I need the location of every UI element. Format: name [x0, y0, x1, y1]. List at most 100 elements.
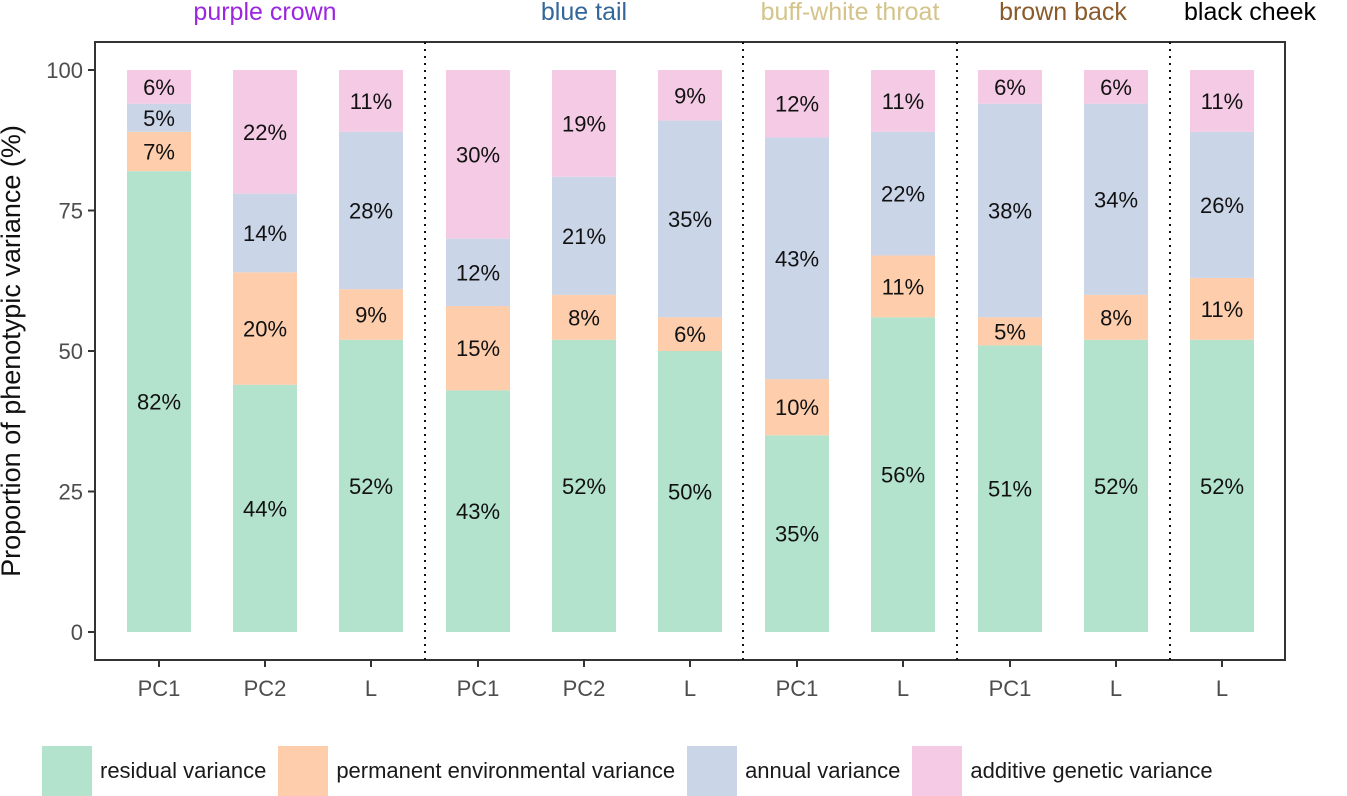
- group-header: brown back: [999, 0, 1127, 26]
- legend-item: permanent environmental variance: [278, 746, 675, 796]
- data-label: 56%: [881, 463, 925, 488]
- x-tick-label: PC1: [138, 676, 181, 701]
- legend: residual variance permanent environmental…: [42, 746, 1225, 796]
- data-label: 43%: [775, 246, 819, 271]
- data-label: 11%: [882, 89, 924, 114]
- bar-segment-additive-genetic-variance: [658, 70, 722, 121]
- data-label: 5%: [994, 319, 1026, 344]
- bar-segment-permanent-environmental-variance: [1084, 294, 1148, 340]
- legend-item: additive genetic variance: [912, 746, 1213, 796]
- x-tick-label: L: [897, 676, 909, 701]
- data-label: 22%: [243, 120, 287, 145]
- data-label: 44%: [243, 496, 287, 521]
- bar-segment-additive-genetic-variance: [233, 70, 297, 194]
- legend-label: residual variance: [100, 758, 267, 783]
- bar-segment-residual-variance: [233, 384, 297, 632]
- bar-segment-permanent-environmental-variance: [871, 255, 935, 318]
- data-label: 52%: [349, 474, 393, 499]
- y-tick-label: 50: [59, 339, 83, 364]
- data-label: 52%: [562, 474, 606, 499]
- data-label: 8%: [1100, 305, 1132, 330]
- data-label: 11%: [1201, 89, 1243, 114]
- bar-segment-additive-genetic-variance: [765, 70, 829, 138]
- bar-segment-additive-genetic-variance: [127, 70, 191, 104]
- bar-segment-annual-variance: [233, 193, 297, 273]
- x-tick-label: PC2: [563, 676, 606, 701]
- stacked-bar-chart: 82% 7% 5% 6% 44% 20% 14% 22% 52% 9% 28% 11% 43% 15% 12…: [0, 0, 1317, 701]
- x-tick-label: L: [1110, 676, 1122, 701]
- data-label: 6%: [143, 75, 175, 100]
- bar-segment-permanent-environmental-variance: [552, 294, 616, 340]
- bar-segment-permanent-environmental-variance: [233, 272, 297, 385]
- y-axis-title: Proportion of phenotypic variance (%): [0, 125, 26, 577]
- data-label: 82%: [137, 390, 181, 415]
- data-label: 52%: [1200, 474, 1244, 499]
- group-header: black cheek: [1184, 0, 1317, 26]
- legend-label: permanent environmental variance: [336, 758, 676, 783]
- legend-item: residual variance: [42, 746, 266, 796]
- bar-segment-additive-genetic-variance: [871, 70, 935, 132]
- bar-segment-annual-variance: [339, 131, 403, 290]
- legend-swatch: [912, 746, 963, 796]
- bar-segment-additive-genetic-variance: [978, 70, 1042, 104]
- data-label: 8%: [568, 305, 600, 330]
- bar-segment-residual-variance: [339, 339, 403, 632]
- legend-item: annual variance: [687, 746, 900, 796]
- bar-segment-residual-variance: [1084, 339, 1148, 632]
- bar-segment-residual-variance: [658, 351, 722, 632]
- bar-segment-permanent-environmental-variance: [765, 379, 829, 436]
- legend-label: additive genetic variance: [970, 758, 1213, 783]
- bar-segment-annual-variance: [765, 137, 829, 380]
- bar-segment-annual-variance: [1084, 103, 1148, 295]
- data-label: 12%: [456, 260, 500, 285]
- bar-segment-permanent-environmental-variance: [127, 131, 191, 172]
- y-tick-label: 0: [71, 620, 83, 645]
- bar-segment-annual-variance: [446, 238, 510, 307]
- y-tick-label: 25: [59, 480, 83, 505]
- bar-segment-permanent-environmental-variance: [1190, 277, 1254, 340]
- data-label: 12%: [775, 92, 819, 117]
- y-tick-label: 100: [46, 58, 83, 83]
- bar-segment-additive-genetic-variance: [552, 70, 616, 177]
- data-label: 6%: [994, 75, 1026, 100]
- bar-segment-annual-variance: [552, 176, 616, 295]
- x-tick-label: L: [684, 676, 696, 701]
- data-label: 51%: [988, 477, 1032, 502]
- data-label: 35%: [775, 522, 819, 547]
- data-label: 20%: [243, 317, 287, 342]
- data-label: 11%: [350, 89, 392, 114]
- bar-segment-annual-variance: [658, 120, 722, 318]
- data-label: 7%: [143, 139, 175, 164]
- legend-swatch: [278, 746, 329, 796]
- bar-segment-annual-variance: [871, 131, 935, 256]
- data-label: 11%: [882, 274, 924, 299]
- x-tick-label: PC2: [244, 676, 287, 701]
- data-label: 6%: [674, 322, 706, 347]
- legend-swatch: [42, 746, 92, 796]
- data-label: 10%: [775, 395, 819, 420]
- bar-segment-annual-variance: [978, 103, 1042, 318]
- legend-swatch: [687, 746, 738, 796]
- data-label: 14%: [243, 221, 287, 246]
- group-header: blue tail: [541, 0, 627, 26]
- data-label: 35%: [668, 207, 712, 232]
- x-tick-label: PC1: [776, 676, 819, 701]
- bar-segment-residual-variance: [1190, 339, 1254, 632]
- data-label: 52%: [1094, 474, 1138, 499]
- bar-segment-residual-variance: [978, 345, 1042, 632]
- bar-segment-additive-genetic-variance: [1084, 70, 1148, 104]
- bar-segment-additive-genetic-variance: [446, 70, 510, 239]
- x-tick-label: L: [365, 676, 377, 701]
- x-tick-label: L: [1216, 676, 1228, 701]
- bar-segment-residual-variance: [871, 317, 935, 632]
- bar-segment-additive-genetic-variance: [339, 70, 403, 132]
- data-label: 21%: [562, 224, 606, 249]
- bar-segment-permanent-environmental-variance: [658, 317, 722, 351]
- x-tick-label: PC1: [457, 676, 500, 701]
- bar-segment-annual-variance: [127, 103, 191, 132]
- data-label: 9%: [355, 302, 387, 327]
- bar-segment-annual-variance: [1190, 131, 1254, 278]
- data-label: 30%: [456, 142, 500, 167]
- bar-segment-residual-variance: [765, 435, 829, 632]
- data-label: 9%: [674, 83, 706, 108]
